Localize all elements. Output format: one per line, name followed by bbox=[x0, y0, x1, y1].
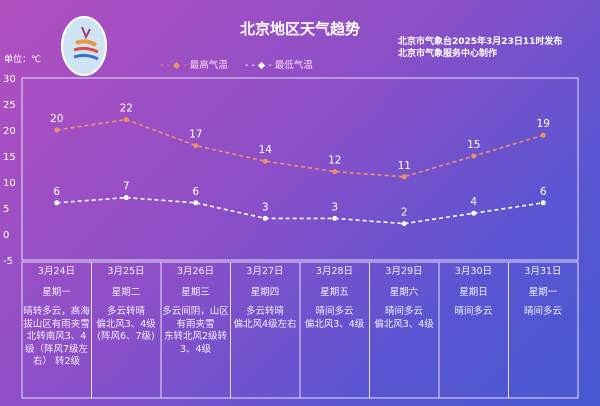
data-label: 20 bbox=[50, 113, 63, 125]
weather-text: 晴间多云 bbox=[454, 306, 493, 317]
y-tick-label: 20 bbox=[3, 126, 16, 137]
weather-text: 晴间多云 bbox=[315, 306, 354, 317]
series-line-min bbox=[56, 196, 544, 225]
date-label: 3月25日 bbox=[107, 266, 145, 277]
legend-max-line-icon: - - ◆ - bbox=[160, 60, 187, 71]
data-label: 14 bbox=[259, 144, 273, 156]
y-tick-label: 10 bbox=[3, 178, 16, 189]
publish-line-2: 北京市气象服务中心制作 bbox=[398, 49, 498, 59]
weekday-label: 星期六 bbox=[389, 286, 419, 298]
data-point bbox=[401, 221, 407, 227]
data-point bbox=[540, 132, 546, 138]
legend-max: - - ◆ - 最高气温 bbox=[160, 57, 228, 71]
series-line-max bbox=[56, 118, 544, 178]
data-label: 12 bbox=[328, 155, 341, 167]
weekday-label: 星期三 bbox=[181, 286, 210, 298]
data-point bbox=[262, 215, 268, 221]
unit-label: 单位：℃ bbox=[4, 55, 42, 65]
weather-text: 晴间多云 bbox=[523, 306, 562, 317]
data-point bbox=[193, 200, 199, 206]
weather-text: 晴间多云 bbox=[384, 306, 423, 317]
forecast-cell: 3月27日 星期四 多云转晴 偏北风4级左右 bbox=[231, 264, 300, 331]
data-point bbox=[123, 195, 129, 201]
y-tick-label: 15 bbox=[3, 152, 16, 163]
forecast-cell: 3月31日 星期一 晴间多云 bbox=[509, 264, 578, 319]
weekday-label: 星期日 bbox=[459, 286, 488, 298]
forecast-cell: 3月29日 星期六 晴间多云 偏北风3、4级 bbox=[370, 264, 439, 331]
forecast-cell: 3月30日 星期日 晴间多云 bbox=[439, 264, 508, 319]
legend-max-label: 最高气温 bbox=[189, 60, 228, 71]
data-label: 6 bbox=[53, 186, 60, 198]
wind-text: 偏北风4级左右 bbox=[233, 318, 297, 330]
date-label: 3月30日 bbox=[454, 266, 493, 277]
data-label: 3 bbox=[331, 201, 338, 213]
legend-min-label: 最低气温 bbox=[274, 60, 313, 71]
data-point bbox=[471, 153, 477, 159]
data-point bbox=[54, 127, 60, 133]
date-label: 3月29日 bbox=[385, 266, 423, 277]
wind-text: 东转北风2级转3、4级 bbox=[163, 331, 228, 355]
weekday-label: 星期一 bbox=[42, 286, 71, 298]
data-label: 15 bbox=[467, 139, 480, 151]
data-label: 19 bbox=[537, 118, 550, 130]
data-label: 22 bbox=[120, 103, 133, 115]
weather-text: 多云转晴 bbox=[106, 306, 145, 317]
data-point bbox=[471, 210, 477, 216]
y-tick-label: 30 bbox=[3, 74, 16, 85]
data-label: 3 bbox=[262, 201, 269, 213]
date-label: 3月31日 bbox=[524, 266, 562, 277]
weather-text: 晴转多云，高海拔山区有雨夹雪 bbox=[23, 306, 90, 330]
weekday-label: 星期四 bbox=[250, 286, 280, 298]
data-label: 6 bbox=[540, 186, 547, 198]
weekday-label: 星期一 bbox=[528, 286, 558, 298]
weather-text: 多云间阴，山区有雨夹雪 bbox=[162, 306, 229, 330]
data-label: 17 bbox=[189, 129, 202, 141]
wind-text: 偏北风3、4级 bbox=[304, 318, 365, 330]
weekday-label: 星期五 bbox=[320, 286, 349, 298]
data-label: 6 bbox=[192, 186, 199, 198]
legend-min-line-icon: - - ◆ - bbox=[245, 60, 272, 71]
data-point bbox=[262, 158, 268, 164]
date-label: 3月26日 bbox=[176, 266, 215, 277]
meteorological-logo-icon bbox=[60, 15, 108, 81]
data-point bbox=[401, 174, 407, 180]
weekday-label: 星期二 bbox=[111, 286, 141, 298]
data-point bbox=[332, 215, 338, 221]
y-tick-label: 25 bbox=[3, 100, 16, 111]
y-tick-label: -5 bbox=[3, 256, 13, 267]
legend-min: - - ◆ - 最低气温 bbox=[245, 57, 313, 71]
publish-line-1: 北京市气象台2025年3月23日11时发布 bbox=[398, 37, 563, 47]
y-tick-label: 0 bbox=[3, 230, 9, 241]
publish-info: 北京市气象台2025年3月23日11时发布 北京市气象服务中心制作 bbox=[398, 36, 562, 60]
date-label: 3月27日 bbox=[246, 266, 284, 277]
forecast-cell: 3月24日 星期一 晴转多云，高海拔山区有雨夹雪 北转南风3、4级（阵风7级左右… bbox=[22, 264, 91, 369]
data-label: 4 bbox=[470, 196, 477, 208]
data-point bbox=[332, 169, 338, 175]
weather-text: 多云转晴 bbox=[245, 306, 284, 317]
data-point bbox=[540, 200, 546, 206]
wind-text: 北转南风3、4级（阵风7级左右） 转2级 bbox=[24, 331, 89, 367]
data-label: 11 bbox=[398, 160, 411, 172]
forecast-cell: 3月28日 星期五 晴间多云 偏北风3、4级 bbox=[300, 264, 369, 331]
data-point bbox=[193, 143, 199, 149]
forecast-cell: 3月25日 星期二 多云转晴 偏北风3、4级(阵风6、7级) bbox=[92, 264, 161, 344]
wind-text: 偏北风3、4级 bbox=[374, 318, 434, 330]
data-point bbox=[54, 200, 60, 206]
chart-title: 北京地区天气趋势 bbox=[239, 20, 360, 38]
data-point bbox=[123, 117, 129, 123]
plot-frame bbox=[21, 77, 579, 261]
forecast-cell: 3月26日 星期三 多云间阴，山区有雨夹雪 东转北风2级转3、4级 bbox=[161, 264, 230, 356]
date-label: 3月28日 bbox=[315, 266, 354, 277]
date-label: 3月24日 bbox=[37, 266, 76, 277]
y-tick-label: 5 bbox=[3, 204, 9, 215]
wind-text: 偏北风3、4级(阵风6、7级) bbox=[96, 318, 156, 343]
data-label: 7 bbox=[123, 181, 130, 193]
data-label: 2 bbox=[401, 207, 408, 219]
